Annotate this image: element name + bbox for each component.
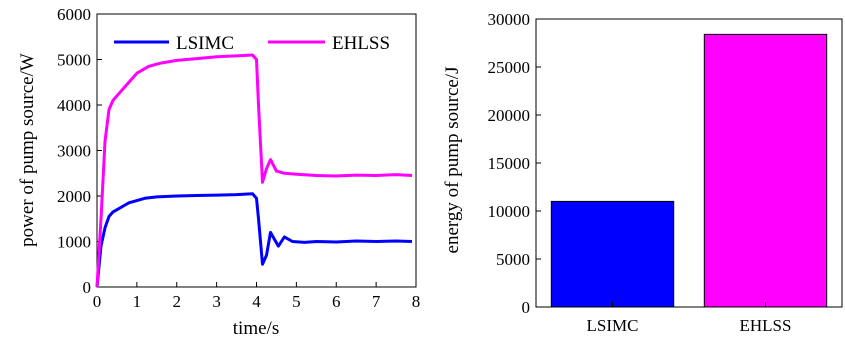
- bar-chart-y-axis-label: energy of pump source/J: [442, 67, 463, 254]
- x-tick-label: LSIMC: [587, 316, 639, 335]
- y-tick-label: 0: [522, 298, 531, 317]
- y-tick-label: 0: [83, 278, 92, 297]
- line-chart-y-axis-label: power of pump source/W: [17, 53, 38, 247]
- y-tick-label: 5000: [496, 250, 530, 269]
- line-chart-plot-frame: [96, 13, 417, 288]
- x-tick-label: 4: [252, 292, 261, 311]
- series-line-ehlss: [95, 53, 413, 288]
- x-tick-label: 5: [292, 292, 301, 311]
- y-tick-label: 10000: [488, 202, 531, 221]
- bar-chart-y-ticks: 0 5000 10000 15000 20000 25000 30000: [488, 10, 541, 317]
- bar-chart: 0 5000 10000 15000 20000 25000 30000 LSIMC EHLS…: [442, 10, 843, 335]
- x-tick-label: 7: [372, 292, 381, 311]
- x-tick-label: 8: [412, 292, 421, 311]
- y-tick-label: 30000: [488, 10, 531, 29]
- bar-chart-x-ticks: LSIMC EHLSS: [587, 302, 792, 335]
- y-tick-label: 2000: [57, 187, 91, 206]
- line-chart-x-axis-label: time/s: [233, 318, 279, 339]
- y-tick-label: 1000: [57, 233, 91, 252]
- line-chart-x-ticks: 0 1 2 3 4 5 6 7 8: [93, 282, 421, 311]
- y-tick-label: 6000: [57, 5, 91, 24]
- line-chart-series: [95, 53, 413, 288]
- y-tick-label: 5000: [57, 51, 91, 70]
- line-chart-y-ticks: 0 1000 2000 3000 4000 5000 6000: [57, 5, 102, 297]
- legend-label-ehlss: EHLSS: [332, 33, 390, 54]
- y-tick-label: 4000: [57, 96, 91, 115]
- y-tick-label: 25000: [488, 58, 531, 77]
- x-tick-label: 2: [173, 292, 182, 311]
- x-tick-label: 6: [332, 292, 341, 311]
- x-tick-label: 3: [212, 292, 221, 311]
- y-tick-label: 15000: [488, 154, 531, 173]
- x-tick-label: 1: [133, 292, 142, 311]
- line-chart: 0 1000 2000 3000 4000 5000 6000 0 1 2 3 4 5 6 7 8 time…: [17, 5, 420, 339]
- bar-lsimc: [550, 200, 675, 308]
- line-chart-legend: LSIMC EHLSS: [114, 33, 390, 54]
- bar-chart-bars: [550, 33, 828, 308]
- y-tick-label: 3000: [57, 142, 91, 161]
- legend-label-lsimc: LSIMC: [176, 33, 234, 54]
- x-tick-label: 0: [93, 292, 102, 311]
- x-tick-label: EHLSS: [740, 316, 792, 335]
- bar-ehlss: [703, 33, 828, 308]
- series-line-lsimc: [95, 192, 413, 288]
- y-tick-label: 20000: [488, 106, 531, 125]
